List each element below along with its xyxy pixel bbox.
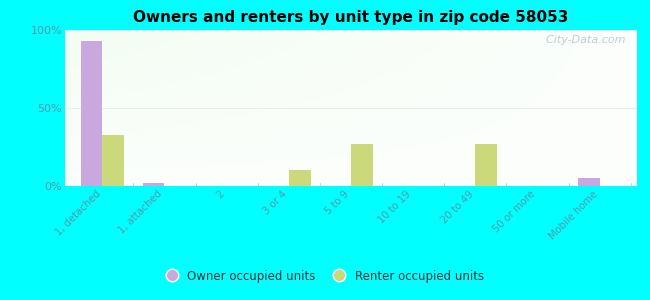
Bar [102,134,124,186]
Bar [578,178,600,186]
Legend: Owner occupied units, Renter occupied units: Owner occupied units, Renter occupied un… [161,264,489,288]
Text: City-Data.com: City-Data.com [532,35,625,45]
Bar [475,144,497,186]
Bar [81,41,102,186]
Bar [289,170,311,186]
Bar [143,183,164,186]
Title: Owners and renters by unit type in zip code 58053: Owners and renters by unit type in zip c… [133,10,569,25]
Bar [351,144,372,186]
